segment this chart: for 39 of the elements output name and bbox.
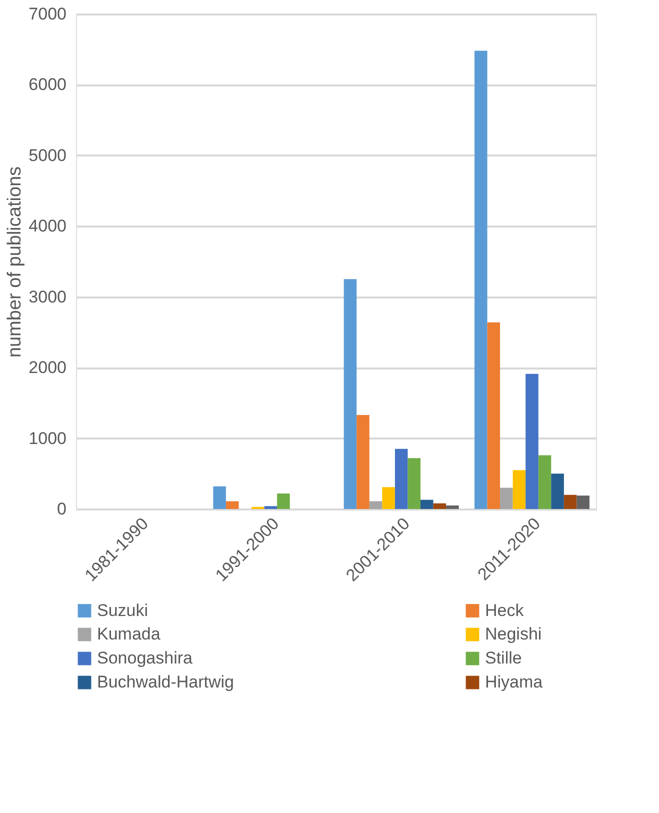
y-tick-label: 4000	[28, 216, 66, 236]
bar	[394, 448, 408, 509]
y-tick-label: 0	[57, 500, 66, 518]
bar	[512, 470, 526, 509]
legend-label: Heck	[485, 600, 524, 620]
bar	[408, 458, 420, 509]
legend-label: Sonogashira	[97, 648, 194, 668]
bar	[487, 322, 500, 509]
y-tick-label: 1000	[28, 428, 66, 448]
y-tick-label: 7000	[28, 4, 66, 24]
bar	[382, 487, 395, 509]
y-tick-label: 5000	[28, 146, 66, 165]
bar	[420, 500, 434, 509]
bar	[433, 503, 446, 509]
bar	[538, 455, 552, 509]
bar	[526, 374, 538, 509]
bar	[500, 488, 513, 509]
legend-label: Negishi	[485, 624, 542, 644]
legend-label: Hiyama	[485, 672, 544, 692]
bar	[226, 501, 239, 509]
y-tick-label: 6000	[28, 75, 66, 94]
bar	[551, 474, 564, 509]
bar	[356, 414, 370, 509]
y-tick-label: 2000	[28, 358, 66, 378]
bar	[369, 501, 382, 509]
bar	[474, 50, 488, 509]
legend-label: Stille	[485, 648, 522, 668]
bar	[264, 506, 278, 509]
y-axis-title: number of publications	[4, 166, 26, 358]
legend-label: Kumada	[97, 624, 161, 644]
bar	[277, 493, 290, 509]
y-tick-label: 3000	[28, 287, 66, 306]
bar	[446, 505, 459, 509]
bar	[213, 486, 226, 509]
bar	[576, 496, 590, 509]
legend-label: Buchwald-Hartwig	[97, 672, 234, 692]
legend-label: Suzuki	[97, 600, 148, 620]
bar	[344, 279, 357, 509]
bar	[564, 494, 577, 509]
